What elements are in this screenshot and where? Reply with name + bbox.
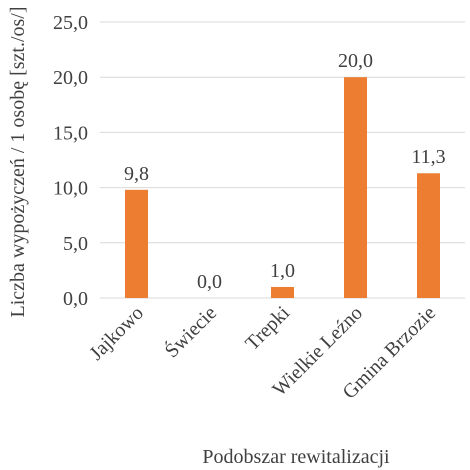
y-tick-label: 20,0 [53, 67, 88, 89]
data-label: 0,0 [197, 271, 222, 293]
data-label: 11,3 [411, 146, 445, 168]
bar-jajkowo [125, 189, 148, 298]
bar-wielkie-leźno [344, 77, 367, 298]
y-tick-label: 15,0 [53, 122, 88, 144]
x-tick-label: Jajkowo [85, 302, 148, 365]
y-tick-label: 25,0 [53, 12, 88, 34]
bars [125, 77, 440, 298]
y-axis-title: Liczba wypożyczeń / 1 osobę [szt./os/] [7, 6, 29, 317]
y-tick-label: 5,0 [63, 233, 88, 255]
bar-trepki [271, 286, 294, 298]
y-tick-label: 0,0 [63, 288, 88, 310]
data-label: 1,0 [270, 260, 295, 282]
y-tick-label: 10,0 [53, 178, 88, 200]
x-tick-label: Trepki [241, 302, 294, 355]
bar-gmina-brzozie [417, 173, 440, 298]
data-label: 9,8 [124, 163, 149, 185]
gridlines [100, 21, 465, 299]
x-axis-title: Podobszar rewitalizacji [202, 446, 390, 468]
data-label: 20,0 [338, 50, 373, 72]
y-axis-tick-labels: 0,0 5,0 10,0 15,0 20,0 25,0 [53, 12, 88, 310]
x-tick-label: Świecie [159, 300, 221, 362]
data-labels: 9,8 0,0 1,0 20,0 11,3 [124, 50, 446, 293]
